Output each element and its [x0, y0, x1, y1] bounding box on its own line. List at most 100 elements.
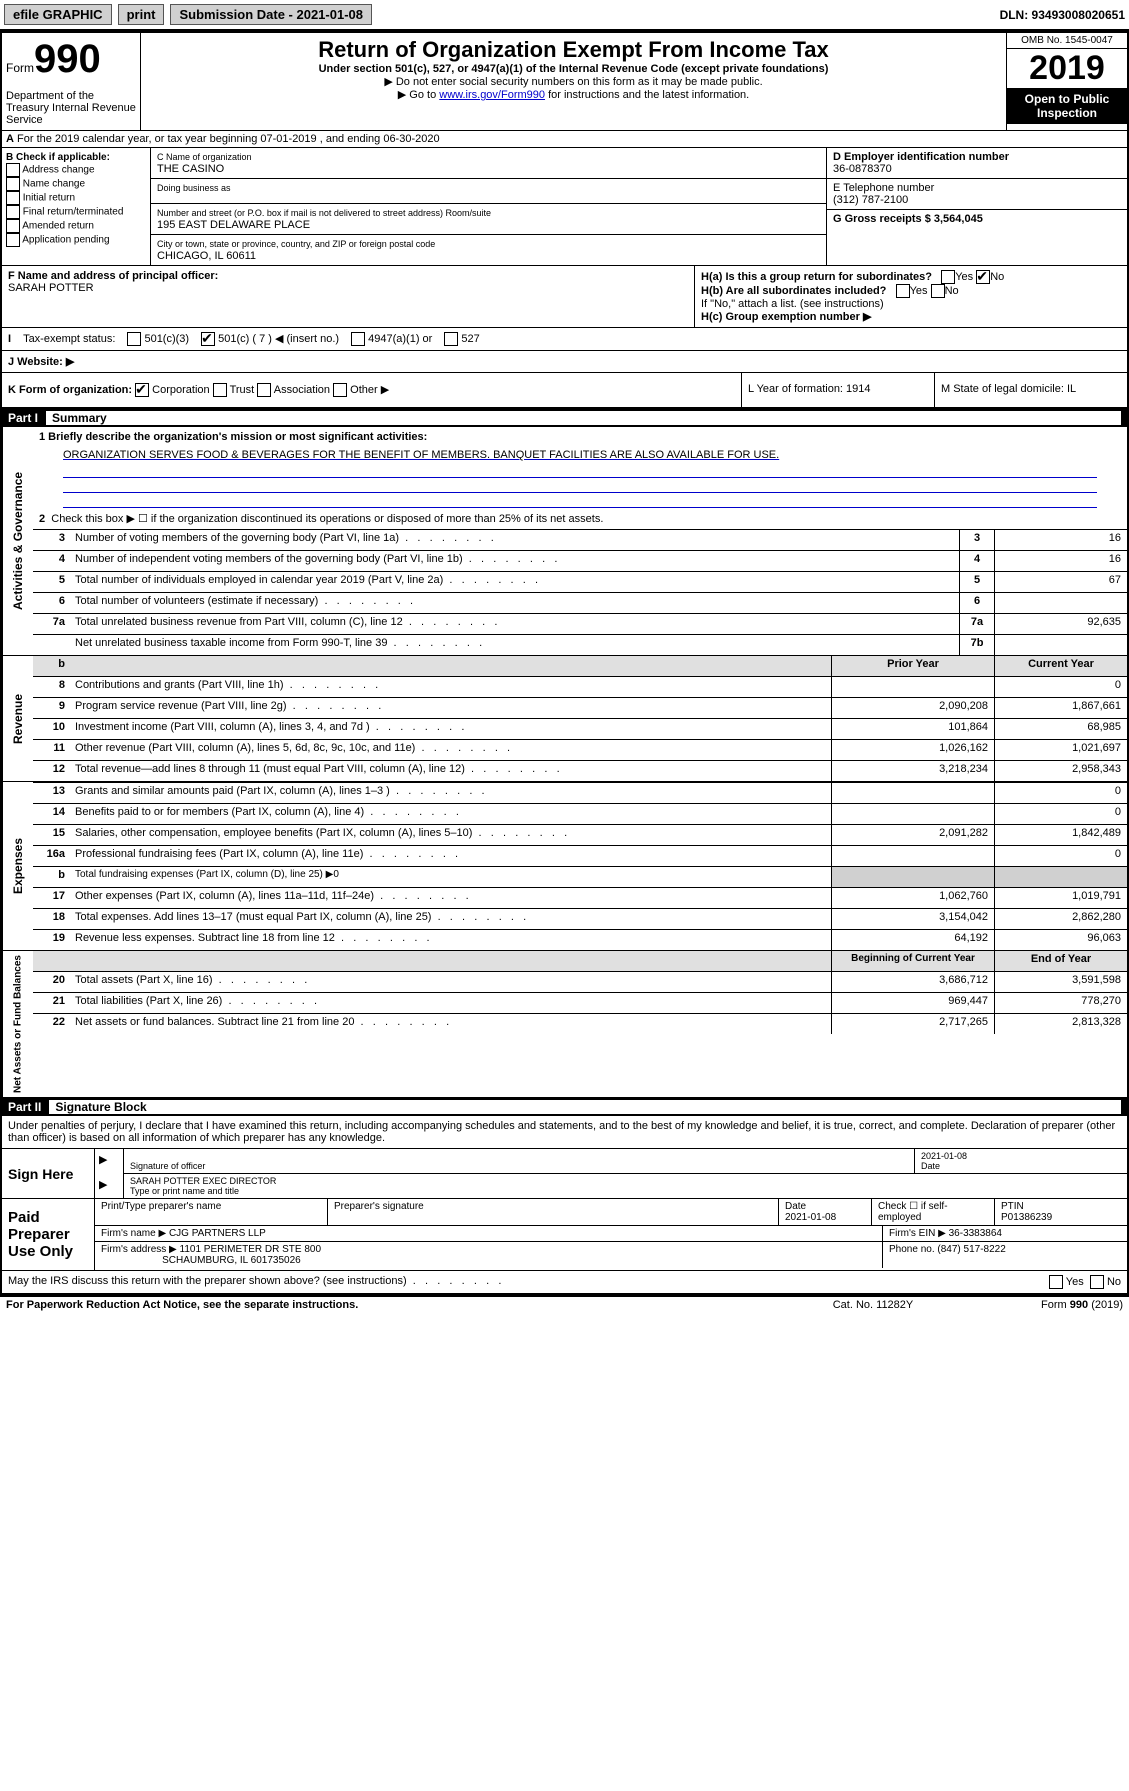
line1-label: 1 Briefly describe the organization's mi…: [33, 427, 1127, 447]
ein-field: D Employer identification number 36-0878…: [827, 148, 1127, 179]
check-assoc[interactable]: Association: [257, 384, 330, 396]
preparer-date: Date2021-01-08: [779, 1199, 872, 1225]
table-row: 14 Benefits paid to or for members (Part…: [33, 803, 1127, 824]
gross-receipts-field: G Gross receipts $ 3,564,045: [827, 210, 1127, 234]
self-employed-check[interactable]: Check ☐ if self-employed: [872, 1199, 995, 1225]
check-501c7[interactable]: 501(c) ( 7 ) ◀ (insert no.): [201, 332, 339, 346]
form-version: Form 990 (2019): [973, 1299, 1123, 1311]
paid-preparer-row: Paid Preparer Use Only Print/Type prepar…: [2, 1199, 1127, 1271]
side-revenue: Revenue: [2, 656, 33, 781]
preparer-signature[interactable]: Preparer's signature: [328, 1199, 779, 1225]
part1-expenses: Expenses 13 Grants and similar amounts p…: [2, 782, 1127, 951]
table-row: 5 Total number of individuals employed i…: [33, 571, 1127, 592]
discuss-yes[interactable]: Yes: [1049, 1275, 1084, 1289]
check-name[interactable]: Name change: [6, 177, 146, 191]
irs-link[interactable]: www.irs.gov/Form990: [439, 89, 545, 101]
table-row: 16a Professional fundraising fees (Part …: [33, 845, 1127, 866]
form-title: Return of Organization Exempt From Incom…: [151, 37, 996, 63]
signature-section: Under penalties of perjury, I declare th…: [2, 1116, 1127, 1295]
sign-here-row: Sign Here ▶▶ Signature of officer 2021-0…: [2, 1149, 1127, 1199]
form-label: Form: [6, 61, 34, 75]
form-header: Form990 Department of the Treasury Inter…: [2, 33, 1127, 131]
check-amended[interactable]: Amended return: [6, 219, 146, 233]
topbar: efile GRAPHIC print Submission Date - 20…: [0, 0, 1129, 31]
col-c: C Name of organization THE CASINO Doing …: [151, 148, 826, 265]
perjury-statement: Under penalties of perjury, I declare th…: [2, 1116, 1127, 1149]
firm-phone: Phone no. (847) 517-8222: [883, 1242, 1127, 1268]
principal-officer: F Name and address of principal officer:…: [2, 266, 694, 327]
efile-button[interactable]: efile GRAPHIC: [4, 4, 112, 25]
table-row: 8 Contributions and grants (Part VIII, l…: [33, 676, 1127, 697]
form-number: 990: [34, 37, 101, 81]
ptin-field: PTINP01386239: [995, 1199, 1127, 1225]
signature-date: 2021-01-08Date: [914, 1149, 1127, 1174]
table-row: 17 Other expenses (Part IX, column (A), …: [33, 887, 1127, 908]
table-row: 19 Revenue less expenses. Subtract line …: [33, 929, 1127, 950]
discuss-no[interactable]: No: [1090, 1275, 1121, 1289]
prior-year-header: Prior Year: [831, 656, 994, 676]
table-row: 11 Other revenue (Part VIII, column (A),…: [33, 739, 1127, 760]
firm-name: Firm's name ▶ CJG PARTNERS LLP: [95, 1226, 883, 1241]
header-center: Return of Organization Exempt From Incom…: [141, 33, 1006, 130]
firm-ein: Firm's EIN ▶ 36-3383864: [883, 1226, 1127, 1241]
table-row: 9 Program service revenue (Part VIII, li…: [33, 697, 1127, 718]
table-row: 4 Number of independent voting members o…: [33, 550, 1127, 571]
check-initial[interactable]: Initial return: [6, 191, 146, 205]
begin-year-header: Beginning of Current Year: [831, 951, 994, 971]
address-field: Number and street (or P.O. box if mail i…: [151, 204, 826, 235]
table-row: 10 Investment income (Part VIII, column …: [33, 718, 1127, 739]
form-container: Form990 Department of the Treasury Inter…: [0, 31, 1129, 1297]
part1-netassets: Net Assets or Fund Balances Beginning of…: [2, 951, 1127, 1098]
phone-field: E Telephone number (312) 787-2100: [827, 179, 1127, 210]
firm-address: Firm's address ▶ 1101 PERIMETER DR STE 8…: [95, 1242, 883, 1268]
check-final[interactable]: Final return/terminated: [6, 205, 146, 219]
klm-row: K Form of organization: Corporation Trus…: [2, 373, 1127, 409]
omb-number: OMB No. 1545-0047: [1007, 33, 1127, 49]
check-527[interactable]: 527: [444, 332, 479, 346]
group-return: H(a) Is this a group return for subordin…: [694, 266, 1127, 327]
check-other[interactable]: Other ▶: [333, 384, 389, 396]
note-ssn: ▶ Do not enter social security numbers o…: [151, 75, 996, 88]
current-year-header: Current Year: [994, 656, 1127, 676]
table-row: 13 Grants and similar amounts paid (Part…: [33, 782, 1127, 803]
part1-revenue: Revenue b Prior Year Current Year 8 Cont…: [2, 656, 1127, 782]
year-formation: L Year of formation: 1914: [741, 373, 934, 407]
form-number-box: Form990: [2, 33, 141, 86]
part1-header: Part I Summary: [2, 409, 1127, 427]
check-pending[interactable]: Application pending: [6, 233, 146, 247]
check-501c3[interactable]: 501(c)(3): [127, 332, 189, 346]
tax-year: 2019: [1007, 49, 1127, 88]
check-4947[interactable]: 4947(a)(1) or: [351, 332, 432, 346]
table-row: 6 Total number of volunteers (estimate i…: [33, 592, 1127, 613]
check-corp[interactable]: Corporation: [135, 384, 210, 396]
officer-name-title: SARAH POTTER EXEC DIRECTORType or print …: [124, 1174, 1127, 1198]
open-public-badge: Open to Public Inspection: [1007, 88, 1127, 124]
info-grid: B Check if applicable: Address change Na…: [2, 148, 1127, 266]
check-address[interactable]: Address change: [6, 163, 146, 177]
note-link: ▶ Go to www.irs.gov/Form990 for instruct…: [151, 88, 996, 101]
section-a: A For the 2019 calendar year, or tax yea…: [2, 131, 1127, 148]
table-row: 7a Total unrelated business revenue from…: [33, 613, 1127, 634]
table-row: 18 Total expenses. Add lines 13–17 (must…: [33, 908, 1127, 929]
year-box: OMB No. 1545-0047 2019 Open to Public In…: [1006, 33, 1127, 130]
preparer-name: Print/Type preparer's name: [95, 1199, 328, 1225]
dba-field: Doing business as: [151, 179, 826, 204]
city-field: City or town, state or province, country…: [151, 235, 826, 265]
dln: DLN: 93493008020651: [1000, 8, 1125, 22]
print-button[interactable]: print: [118, 4, 165, 25]
tax-status-row: I Tax-exempt status: 501(c)(3) 501(c) ( …: [2, 328, 1127, 351]
table-row: 3 Number of voting members of the govern…: [33, 529, 1127, 550]
part2-header: Part II Signature Block: [2, 1098, 1127, 1116]
table-row: 21 Total liabilities (Part X, line 26) 9…: [33, 992, 1127, 1013]
part1-governance: Activities & Governance 1 Briefly descri…: [2, 427, 1127, 656]
fh-row: F Name and address of principal officer:…: [2, 266, 1127, 328]
submission-date: Submission Date - 2021-01-08: [170, 4, 372, 25]
check-trust[interactable]: Trust: [213, 384, 255, 396]
form-subtitle: Under section 501(c), 527, or 4947(a)(1)…: [151, 63, 996, 75]
officer-signature[interactable]: Signature of officer: [124, 1149, 914, 1174]
table-row: 15 Salaries, other compensation, employe…: [33, 824, 1127, 845]
footer: For Paperwork Reduction Act Notice, see …: [0, 1297, 1129, 1313]
col-b-checkboxes: B Check if applicable: Address change Na…: [2, 148, 151, 265]
side-netassets: Net Assets or Fund Balances: [2, 951, 33, 1097]
col-de: D Employer identification number 36-0878…: [826, 148, 1127, 265]
